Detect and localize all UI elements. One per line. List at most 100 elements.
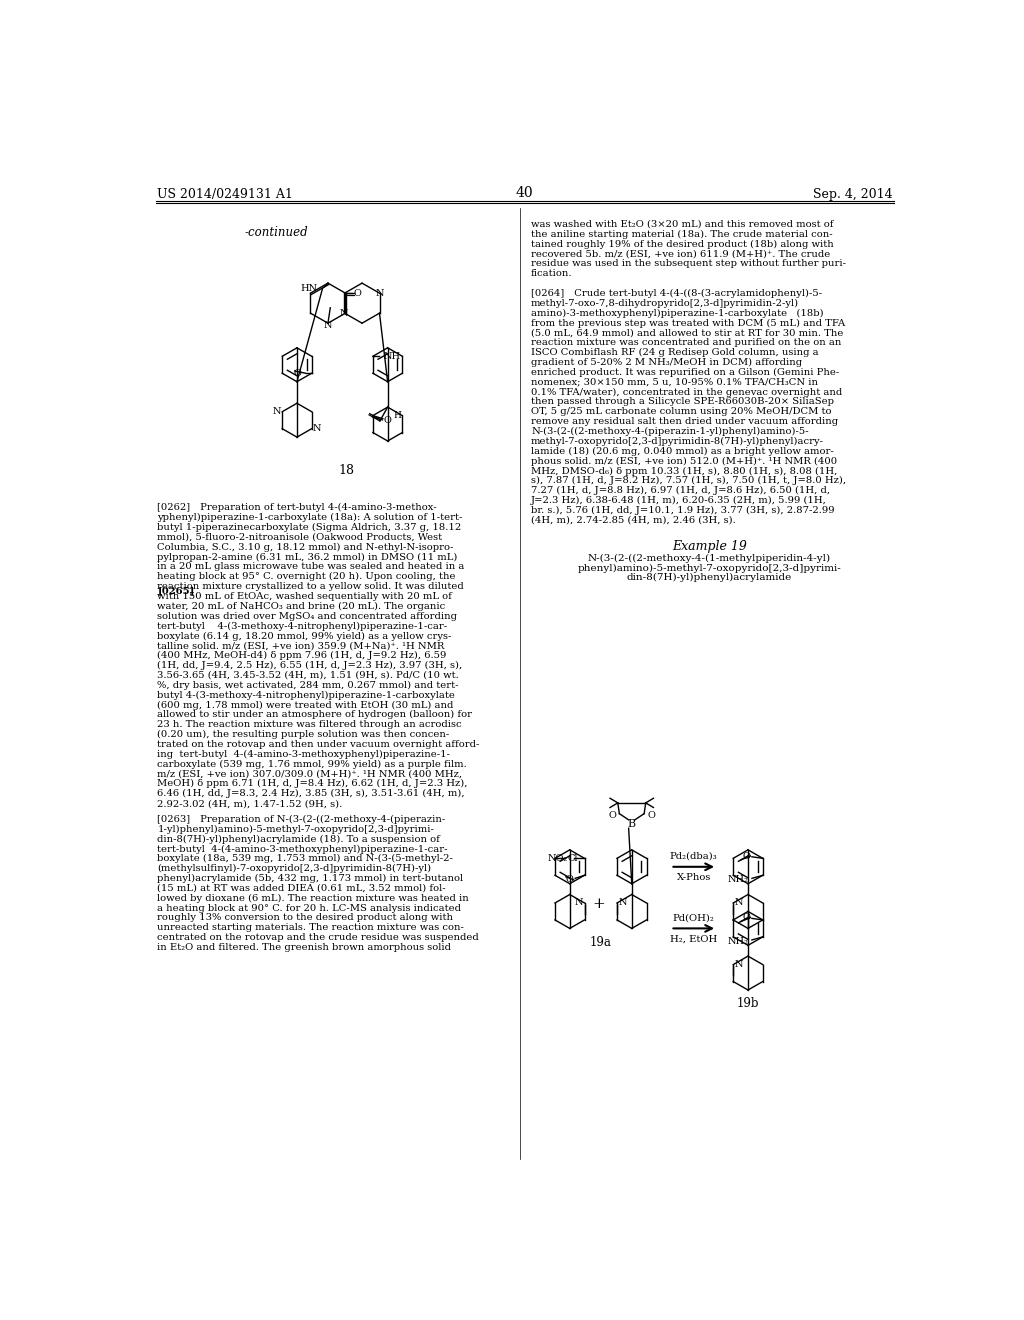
Text: centrated on the rotovap and the crude residue was suspended: centrated on the rotovap and the crude r…: [158, 933, 479, 942]
Text: solution was dried over MgSO₄ and concentrated affording: solution was dried over MgSO₄ and concen…: [158, 611, 458, 620]
Text: gradient of 5-20% 2 M NH₃/MeOH in DCM) affording: gradient of 5-20% 2 M NH₃/MeOH in DCM) a…: [531, 358, 802, 367]
Text: was washed with Et₂O (3×20 mL) and this removed most of: was washed with Et₂O (3×20 mL) and this …: [531, 220, 834, 228]
Text: boxylate (6.14 g, 18.20 mmol, 99% yield) as a yellow crys-: boxylate (6.14 g, 18.20 mmol, 99% yield)…: [158, 631, 452, 640]
Text: the aniline starting material (18a). The crude material con-: the aniline starting material (18a). The…: [531, 230, 833, 239]
Text: O: O: [353, 289, 360, 297]
Text: N: N: [376, 289, 385, 297]
Text: ISCO Combiflash RF (24 g Redisep Gold column, using a: ISCO Combiflash RF (24 g Redisep Gold co…: [531, 348, 818, 358]
Text: heating block at 95° C. overnight (20 h). Upon cooling, the: heating block at 95° C. overnight (20 h)…: [158, 573, 456, 582]
Text: %, dry basis, wet activated, 284 mm, 0.267 mmol) and tert-: %, dry basis, wet activated, 284 mm, 0.2…: [158, 681, 459, 690]
Text: O: O: [608, 810, 616, 820]
Text: (15 mL) at RT was added DIEA (0.61 mL, 3.52 mmol) fol-: (15 mL) at RT was added DIEA (0.61 mL, 3…: [158, 884, 446, 892]
Text: OT, 5 g/25 mL carbonate column using 20% MeOH/DCM to: OT, 5 g/25 mL carbonate column using 20%…: [531, 408, 831, 416]
Text: +: +: [593, 896, 605, 911]
Text: Cl: Cl: [567, 854, 578, 863]
Text: Example 19: Example 19: [672, 540, 746, 553]
Text: then passed through a Silicycle SPE-R66030B-20× SiliaSep: then passed through a Silicycle SPE-R660…: [531, 397, 834, 407]
Text: N-(3-(2-((2-methoxy-4-(1-methylpiperidin-4-yl): N-(3-(2-((2-methoxy-4-(1-methylpiperidin…: [588, 554, 830, 564]
Text: (4H, m), 2.74-2.85 (4H, m), 2.46 (3H, s).: (4H, m), 2.74-2.85 (4H, m), 2.46 (3H, s)…: [531, 516, 736, 524]
Text: O: O: [384, 416, 391, 425]
Text: from the previous step was treated with DCM (5 mL) and TFA: from the previous step was treated with …: [531, 318, 845, 327]
Text: tert-butyl  4-(4-amino-3-methoxyphenyl)piperazine-1-car-: tert-butyl 4-(4-amino-3-methoxyphenyl)pi…: [158, 845, 447, 854]
Text: Pd(OH)₂: Pd(OH)₂: [673, 913, 715, 923]
Text: tained roughly 19% of the desired product (18b) along with: tained roughly 19% of the desired produc…: [531, 240, 834, 249]
Text: 23 h. The reaction mixture was filtered through an acrodisc: 23 h. The reaction mixture was filtered …: [158, 721, 462, 729]
Text: US 2014/0249131 A1: US 2014/0249131 A1: [158, 187, 293, 201]
Text: NH₂: NH₂: [728, 875, 749, 884]
Text: [0264] Crude tert-butyl 4-(4-((8-(3-acrylamidophenyl)-5-: [0264] Crude tert-butyl 4-(4-((8-(3-acry…: [531, 289, 822, 298]
Text: N: N: [273, 408, 282, 416]
Text: talline solid. m/z (ESI, +ve ion) 359.9 (M+Na)⁺. ¹H NMR: talline solid. m/z (ESI, +ve ion) 359.9 …: [158, 642, 444, 651]
Text: H: H: [394, 411, 401, 420]
Text: unreacted starting materials. The reaction mixture was con-: unreacted starting materials. The reacti…: [158, 923, 464, 932]
Text: (1H, dd, J=9.4, 2.5 Hz), 6.55 (1H, d, J=2.3 Hz), 3.97 (3H, s),: (1H, dd, J=9.4, 2.5 Hz), 6.55 (1H, d, J=…: [158, 661, 463, 671]
Text: br. s.), 5.76 (1H, dd, J=10.1, 1.9 Hz), 3.77 (3H, s), 2.87-2.99: br. s.), 5.76 (1H, dd, J=10.1, 1.9 Hz), …: [531, 506, 835, 515]
Text: N: N: [324, 321, 332, 330]
Text: [0265]: [0265]: [158, 586, 195, 595]
Text: ing  tert-butyl  4-(4-amino-3-methoxyphenyl)piperazine-1-: ing tert-butyl 4-(4-amino-3-methoxypheny…: [158, 750, 451, 759]
Text: (600 mg, 1.78 mmol) were treated with EtOH (30 mL) and: (600 mg, 1.78 mmol) were treated with Et…: [158, 701, 454, 710]
Text: pylpropan-2-amine (6.31 mL, 36.2 mmol) in DMSO (11 mL): pylpropan-2-amine (6.31 mL, 36.2 mmol) i…: [158, 553, 458, 562]
Text: N: N: [618, 899, 627, 907]
Text: NH: NH: [384, 352, 400, 360]
Text: O: O: [742, 851, 751, 861]
Text: Sep. 4, 2014: Sep. 4, 2014: [812, 187, 892, 201]
Text: allowed to stir under an atmosphere of hydrogen (balloon) for: allowed to stir under an atmosphere of h…: [158, 710, 472, 719]
Text: (400 MHz, MeOH-d4) δ ppm 7.96 (1H, d, J=9.2 Hz), 6.59: (400 MHz, MeOH-d4) δ ppm 7.96 (1H, d, J=…: [158, 651, 446, 660]
Text: s), 7.87 (1H, d, J=8.2 Hz), 7.57 (1H, s), 7.50 (1H, t, J=8.0 Hz),: s), 7.87 (1H, d, J=8.2 Hz), 7.57 (1H, s)…: [531, 477, 846, 486]
Text: with 150 mL of EtOAc, washed sequentially with 20 mL of: with 150 mL of EtOAc, washed sequentiall…: [158, 593, 453, 601]
Text: mmol), 5-fluoro-2-nitroanisole (Oakwood Products, West: mmol), 5-fluoro-2-nitroanisole (Oakwood …: [158, 533, 442, 543]
Text: N: N: [340, 309, 348, 318]
Text: NO₂: NO₂: [548, 854, 567, 863]
Text: phous solid. m/z (ESI, +ve ion) 512.0 (M+H)⁺. ¹H NMR (400: phous solid. m/z (ESI, +ve ion) 512.0 (M…: [531, 457, 838, 466]
Text: N-(3-(2-((2-methoxy-4-(piperazin-1-yl)phenyl)amino)-5-: N-(3-(2-((2-methoxy-4-(piperazin-1-yl)ph…: [531, 426, 809, 436]
Text: 19a: 19a: [590, 936, 611, 949]
Text: HN: HN: [301, 284, 317, 293]
Text: O: O: [294, 368, 302, 378]
Text: (methylsulfinyl)-7-oxopyrido[2,3-d]pyrimidin-8(7H)-yl): (methylsulfinyl)-7-oxopyrido[2,3-d]pyrim…: [158, 865, 431, 874]
Text: NH₂: NH₂: [728, 937, 749, 946]
Text: [0263] Preparation of N-(3-(2-((2-methoxy-4-(piperazin-: [0263] Preparation of N-(3-(2-((2-methox…: [158, 814, 445, 824]
Text: trated on the rotovap and then under vacuum overnight afford-: trated on the rotovap and then under vac…: [158, 741, 480, 748]
Text: enriched product. It was repurified on a Gilson (Gemini Phe-: enriched product. It was repurified on a…: [531, 368, 840, 378]
Text: recovered 5b. m/z (ESI, +ve ion) 611.9 (M+H)⁺. The crude: recovered 5b. m/z (ESI, +ve ion) 611.9 (…: [531, 249, 830, 259]
Text: amino)-3-methoxyphenyl)piperazine-1-carboxylate   (18b): amino)-3-methoxyphenyl)piperazine-1-carb…: [531, 309, 823, 318]
Text: N: N: [735, 899, 743, 907]
Text: MHz, DMSO-d₆) δ ppm 10.33 (1H, s), 8.80 (1H, s), 8.08 (1H,: MHz, DMSO-d₆) δ ppm 10.33 (1H, s), 8.80 …: [531, 466, 838, 475]
Text: lamide (18) (20.6 mg, 0.040 mmol) as a bright yellow amor-: lamide (18) (20.6 mg, 0.040 mmol) as a b…: [531, 446, 834, 455]
Text: (0.20 um), the resulting purple solution was then concen-: (0.20 um), the resulting purple solution…: [158, 730, 450, 739]
Text: lowed by dioxane (6 mL). The reaction mixture was heated in: lowed by dioxane (6 mL). The reaction mi…: [158, 894, 469, 903]
Text: [0262] Preparation of tert-butyl 4-(4-amino-3-methox-: [0262] Preparation of tert-butyl 4-(4-am…: [158, 503, 437, 512]
Text: 40: 40: [516, 186, 534, 201]
Text: yphenyl)piperazine-1-carboxylate (18a): A solution of 1-tert-: yphenyl)piperazine-1-carboxylate (18a): …: [158, 513, 463, 523]
Text: O: O: [566, 875, 573, 884]
Text: carboxylate (539 mg, 1.76 mmol, 99% yield) as a purple film.: carboxylate (539 mg, 1.76 mmol, 99% yiel…: [158, 759, 467, 768]
Text: MeOH) δ ppm 6.71 (1H, d, J=8.4 Hz), 6.62 (1H, d, J=2.3 Hz),: MeOH) δ ppm 6.71 (1H, d, J=8.4 Hz), 6.62…: [158, 779, 468, 788]
Text: in a 20 mL glass microwave tube was sealed and heated in a: in a 20 mL glass microwave tube was seal…: [158, 562, 465, 572]
Text: m/z (ESI, +ve ion) 307.0/309.0 (M+H)⁺. ¹H NMR (400 MHz,: m/z (ESI, +ve ion) 307.0/309.0 (M+H)⁺. ¹…: [158, 770, 463, 779]
Text: a heating block at 90° C. for 20 h. LC-MS analysis indicated: a heating block at 90° C. for 20 h. LC-M…: [158, 903, 462, 912]
Text: in Et₂O and filtered. The greenish brown amorphous solid: in Et₂O and filtered. The greenish brown…: [158, 942, 452, 952]
Text: din-8(7H)-yl)phenyl)acrylamide (18). To a suspension of: din-8(7H)-yl)phenyl)acrylamide (18). To …: [158, 834, 440, 843]
Text: 0.1% TFA/water), concentrated in the genevac overnight and: 0.1% TFA/water), concentrated in the gen…: [531, 388, 843, 397]
Text: 1-yl)phenyl)amino)-5-methyl-7-oxopyrido[2,3-d]pyrimi-: 1-yl)phenyl)amino)-5-methyl-7-oxopyrido[…: [158, 825, 434, 834]
Text: boxylate (18a, 539 mg, 1.753 mmol) and N-(3-(5-methyl-2-: boxylate (18a, 539 mg, 1.753 mmol) and N…: [158, 854, 454, 863]
Text: 18: 18: [339, 463, 354, 477]
Text: reaction mixture crystallized to a yellow solid. It was diluted: reaction mixture crystallized to a yello…: [158, 582, 464, 591]
Text: H₂, EtOH: H₂, EtOH: [670, 935, 718, 944]
Text: (5.0 mL, 64.9 mmol) and allowed to stir at RT for 30 min. The: (5.0 mL, 64.9 mmol) and allowed to stir …: [531, 329, 844, 338]
Text: N: N: [735, 960, 743, 969]
Text: methyl-7-oxopyrido[2,3-d]pyrimidin-8(7H)-yl)phenyl)acry-: methyl-7-oxopyrido[2,3-d]pyrimidin-8(7H)…: [531, 437, 824, 446]
Text: J=2.3 Hz), 6.38-6.48 (1H, m), 6.20-6.35 (2H, m), 5.99 (1H,: J=2.3 Hz), 6.38-6.48 (1H, m), 6.20-6.35 …: [531, 496, 826, 506]
Text: 7.27 (1H, d, J=8.8 Hz), 6.97 (1H, d, J=8.6 Hz), 6.50 (1H, d,: 7.27 (1H, d, J=8.8 Hz), 6.97 (1H, d, J=8…: [531, 486, 830, 495]
Text: 2.92-3.02 (4H, m), 1.47-1.52 (9H, s).: 2.92-3.02 (4H, m), 1.47-1.52 (9H, s).: [158, 799, 343, 808]
Text: B: B: [628, 820, 636, 829]
Text: roughly 13% conversion to the desired product along with: roughly 13% conversion to the desired pr…: [158, 913, 454, 923]
Text: water, 20 mL of NaHCO₃ and brine (20 mL). The organic: water, 20 mL of NaHCO₃ and brine (20 mL)…: [158, 602, 445, 611]
Text: tert-butyl    4-(3-methoxy-4-nitrophenyl)piperazine-1-car-: tert-butyl 4-(3-methoxy-4-nitrophenyl)pi…: [158, 622, 447, 631]
Text: nomenex; 30×150 mm, 5 u, 10-95% 0.1% TFA/CH₃CN in: nomenex; 30×150 mm, 5 u, 10-95% 0.1% TFA…: [531, 378, 818, 387]
Text: fication.: fication.: [531, 269, 572, 279]
Text: Pd₂(dba)₃: Pd₂(dba)₃: [670, 851, 718, 861]
Text: Columbia, S.C., 3.10 g, 18.12 mmol) and N-ethyl-N-isopro-: Columbia, S.C., 3.10 g, 18.12 mmol) and …: [158, 543, 454, 552]
Text: residue was used in the subsequent step without further puri-: residue was used in the subsequent step …: [531, 260, 846, 268]
